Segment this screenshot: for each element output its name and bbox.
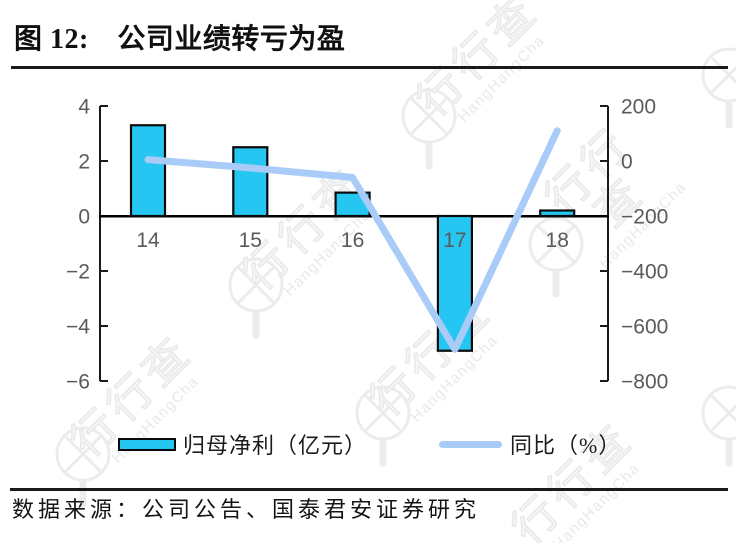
yoy-line <box>144 127 561 353</box>
legend-bar-label: 归母净利（亿元） <box>183 433 368 458</box>
source-divider <box>10 488 728 491</box>
chart-legend: 归母净利（亿元） 同比（%） <box>118 429 621 459</box>
legend-line-swatch <box>439 440 503 448</box>
left-axis-tick-label: −6 <box>66 371 90 394</box>
bar-15 <box>232 146 269 218</box>
left-axis-tick-label: 2 <box>78 151 90 174</box>
bar-18 <box>539 209 576 218</box>
x-axis-label-18: 18 <box>546 229 569 252</box>
bar-14 <box>129 124 167 218</box>
source-text: 数据来源：公司公告、国泰君安证券研究 <box>12 497 481 522</box>
left-axis-tick-label: 0 <box>78 206 90 229</box>
x-axis-label-16: 16 <box>341 229 364 252</box>
right-axis-tick-label: −600 <box>621 316 668 339</box>
right-axis-tick-label: −400 <box>621 261 668 284</box>
x-axis-label-15: 15 <box>239 229 262 252</box>
right-axis-tick-label: 200 <box>621 96 656 119</box>
figure-title: 图 12: 公司业绩转亏为盈 <box>14 24 346 55</box>
left-axis-tick-label: −2 <box>66 261 90 284</box>
right-axis-tick-label: −800 <box>621 371 668 394</box>
right-axis-tick-label: 0 <box>621 151 633 174</box>
right-axis-tick-label: −200 <box>621 206 668 229</box>
left-axis-tick-label: 4 <box>78 96 90 119</box>
x-axis-label-14: 14 <box>136 229 160 252</box>
legend-line-label: 同比（%） <box>510 433 622 458</box>
x-axis-label-17: 17 <box>443 229 466 252</box>
legend-bar-swatch <box>118 437 176 451</box>
left-axis-tick-label: −4 <box>66 316 90 339</box>
title-divider <box>11 66 728 69</box>
